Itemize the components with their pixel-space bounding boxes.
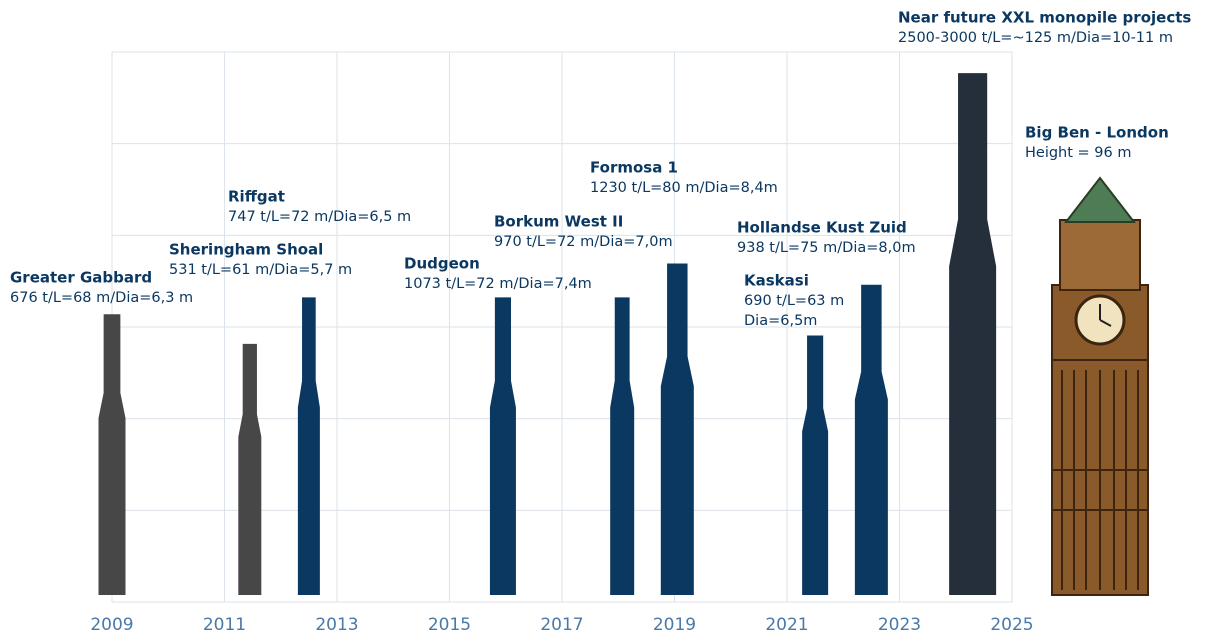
project-details: Height = 96 m [1025, 145, 1131, 161]
x-tick-label: 2021 [765, 615, 808, 635]
project-details: 970 t/L=72 m/Dia=7,0m [494, 234, 673, 250]
project-name: Borkum West II [494, 213, 623, 231]
monopile [802, 335, 829, 595]
monopile [238, 343, 262, 595]
project-details: 2500-3000 t/L=~125 m/Dia=10-11 m [898, 30, 1173, 46]
project-details: Dia=6,5m [744, 313, 817, 329]
project-name: Big Ben - London [1025, 124, 1169, 142]
x-tick-label: 2015 [428, 615, 471, 635]
project-name: Near future XXL monopile projects [898, 9, 1191, 27]
monopile [98, 314, 126, 595]
monopile [660, 263, 694, 595]
monopile [610, 297, 635, 595]
project-details: 1230 t/L=80 m/Dia=8,4m [590, 180, 778, 196]
project-details: 531 t/L=61 m/Dia=5,7 m [169, 262, 352, 278]
project-name: Kaskasi [744, 272, 809, 290]
x-tick-label: 2013 [315, 615, 358, 635]
big-ben-illustration [1051, 176, 1149, 596]
monopile [854, 284, 888, 595]
project-name: Greater Gabbard [10, 269, 152, 287]
monopiles [98, 73, 997, 595]
monopile [297, 297, 320, 595]
project-details: 747 t/L=72 m/Dia=6,5 m [228, 209, 411, 225]
x-tick-label: 2023 [878, 615, 921, 635]
project-name: Dudgeon [404, 255, 480, 273]
project-details: 676 t/L=68 m/Dia=6,3 m [10, 290, 193, 306]
project-details: 938 t/L=75 m/Dia=8,0m [737, 240, 916, 256]
x-tick-label: 2011 [203, 615, 246, 635]
x-tick-label: 2009 [90, 615, 133, 635]
x-tick-label: 2017 [540, 615, 583, 635]
x-tick-label: 2025 [990, 615, 1033, 635]
project-name: Riffgat [228, 188, 285, 206]
project-name: Formosa 1 [590, 159, 678, 177]
project-name: Hollandse Kust Zuid [737, 219, 907, 237]
monopile [949, 73, 997, 595]
project-details: 690 t/L=63 m [744, 293, 844, 309]
monopile [489, 297, 516, 595]
labels: 2009 2011 2013 2015 2017 2019 2021 2023 2025 Grea… [10, 9, 1191, 636]
x-tick-label: 2019 [653, 615, 696, 635]
project-details: 1073 t/L=72 m/Dia=7,4m [404, 276, 592, 292]
project-name: Sheringham Shoal [169, 241, 323, 259]
